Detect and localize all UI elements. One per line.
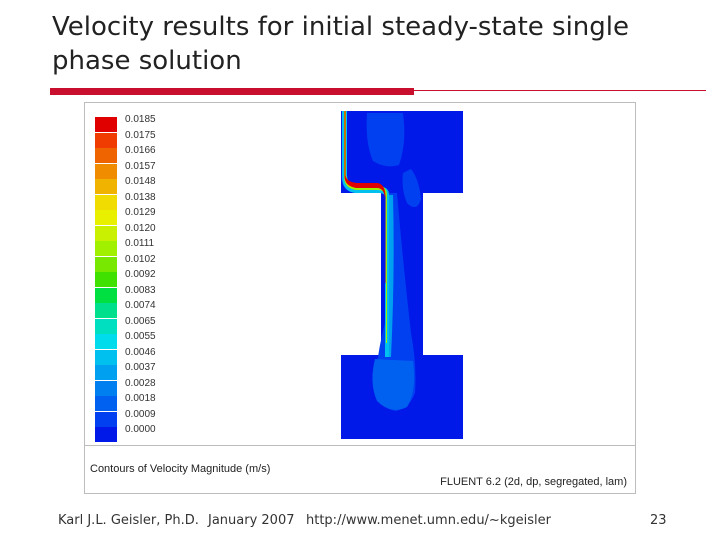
- jet-inlet: [342, 111, 389, 357]
- legend-value: 0.0074: [125, 300, 156, 311]
- legend-swatch: [95, 163, 117, 179]
- legend-entry: 0.0037: [95, 362, 215, 380]
- legend-value: 0.0129: [125, 207, 156, 218]
- legend-entry: 0.0083: [95, 284, 215, 303]
- legend-value: 0.0000: [125, 424, 156, 435]
- legend-value: 0.0148: [125, 176, 156, 187]
- legend-entry: 0.0129: [95, 207, 215, 225]
- legend-value: 0.0083: [125, 284, 156, 296]
- legend-entry: 0.0074: [95, 300, 215, 318]
- legend-value: 0.0102: [125, 253, 156, 265]
- title-divider-line: [414, 90, 706, 91]
- legend-swatch: [95, 132, 117, 148]
- slide-title: Velocity results for initial steady-stat…: [52, 12, 629, 76]
- legend-entry: 0.0138: [95, 191, 215, 210]
- legend-entry: 0.0120: [95, 222, 215, 241]
- legend-value: 0.0175: [125, 129, 156, 141]
- legend-swatch: [95, 179, 117, 194]
- velocity-contour-plot: [341, 111, 463, 439]
- figure-caption-right: FLUENT 6.2 (2d, dp, segregated, lam): [440, 476, 627, 488]
- legend-value: 0.0065: [125, 315, 156, 327]
- legend-entry: 0.0111: [95, 238, 215, 256]
- legend-value: 0.0046: [125, 346, 156, 358]
- jet-halo: [389, 195, 394, 357]
- legend-swatch: [95, 334, 117, 349]
- legend-swatch: [95, 256, 117, 272]
- legend-entry: 0.0092: [95, 269, 215, 287]
- legend-value: 0.0157: [125, 160, 156, 172]
- legend-value: 0.0037: [125, 362, 156, 373]
- legend-swatch: [95, 287, 117, 303]
- footer-date: January 2007: [208, 513, 295, 528]
- legend-swatch: [95, 427, 117, 442]
- contour-figure: 0.0185 0.0175 0.0166 0.0157 0.0148 0.0138 0.01…: [84, 102, 636, 494]
- legend-entry: 0.0028: [95, 377, 215, 396]
- footer-url: http://www.menet.umn.edu/~kgeisler: [306, 513, 551, 528]
- legend-swatch: [95, 272, 117, 287]
- legend-entry: 0.0148: [95, 176, 215, 194]
- legend-entry: 0.0185: [95, 114, 215, 132]
- legend-entry: 0.0018: [95, 393, 215, 411]
- title-accent-bar: [50, 88, 414, 95]
- legend-swatch: [95, 349, 117, 365]
- legend-entry: 0.0157: [95, 160, 215, 179]
- legend-swatch: [95, 411, 117, 427]
- legend-entry: 0.0009: [95, 408, 215, 427]
- legend-value: 0.0092: [125, 269, 156, 280]
- legend-value: 0.0028: [125, 377, 156, 389]
- legend-swatch: [95, 225, 117, 241]
- legend-value: 0.0138: [125, 191, 156, 203]
- legend-entry: 0.0102: [95, 253, 215, 272]
- legend-value: 0.0120: [125, 222, 156, 234]
- legend-entry: 0.0175: [95, 129, 215, 148]
- legend-entry: 0.0166: [95, 145, 215, 163]
- footer-author: Karl J.L. Geisler, Ph.D.: [58, 513, 199, 528]
- legend-value: 0.0055: [125, 331, 156, 342]
- legend-swatch: [95, 396, 117, 411]
- legend-swatch: [95, 117, 117, 132]
- legend-value: 0.0111: [125, 238, 155, 249]
- recirculation-zone-right: [402, 169, 421, 208]
- plume-bottom: [372, 359, 415, 410]
- footer-page-number: 23: [650, 513, 667, 528]
- legend-swatch: [95, 318, 117, 334]
- legend-swatch: [95, 303, 117, 318]
- legend-swatch: [95, 194, 117, 210]
- figure-caption-left: Contours of Velocity Magnitude (m/s): [90, 463, 271, 475]
- recirculation-zone-top: [366, 113, 405, 167]
- legend-value: 0.0185: [125, 114, 156, 125]
- legend-swatch: [95, 210, 117, 225]
- legend-entry: 0.0065: [95, 315, 215, 334]
- legend-entry: 0.0055: [95, 331, 215, 349]
- legend-value: 0.0018: [125, 393, 156, 404]
- legend-value: 0.0009: [125, 408, 156, 420]
- legend-swatch: [95, 241, 117, 256]
- legend-swatch: [95, 380, 117, 396]
- legend-entry: 0.0046: [95, 346, 215, 365]
- legend-value: 0.0166: [125, 145, 156, 156]
- legend-swatch: [95, 148, 117, 163]
- plot-frame: 0.0185 0.0175 0.0166 0.0157 0.0148 0.0138 0.01…: [85, 103, 635, 446]
- legend-entry: 0.0000: [95, 424, 215, 442]
- legend-swatch: [95, 365, 117, 380]
